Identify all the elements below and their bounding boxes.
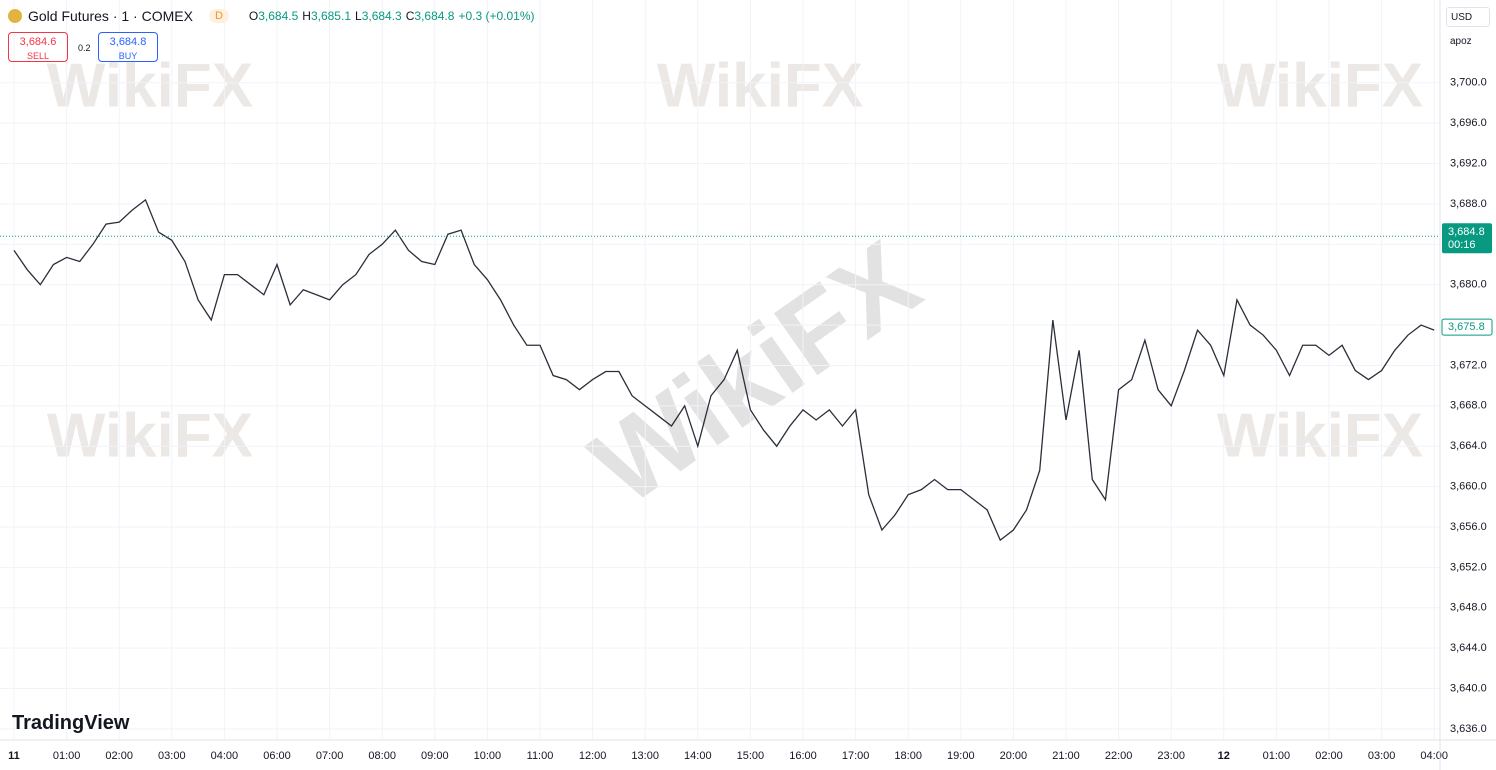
x-tick-label: 15:00 — [737, 750, 765, 762]
x-tick-label: 19:00 — [947, 750, 975, 762]
x-tick-label: 03:00 — [1368, 750, 1396, 762]
price-line — [13, 198, 1435, 542]
x-tick-label: 02:00 — [1315, 750, 1343, 762]
y-tick-label: 3,652.0 — [1450, 561, 1487, 573]
spread: 0.2 — [78, 43, 91, 53]
x-tick-label: 04:00 — [211, 750, 239, 762]
y-tick-label: 3,644.0 — [1450, 642, 1487, 654]
x-tick-label: 16:00 — [789, 750, 817, 762]
x-tick-label: 20:00 — [1000, 750, 1028, 762]
x-tick-label: 12 — [1218, 750, 1230, 762]
change: +0.3 (+0.01%) — [458, 9, 535, 23]
ohlc-value: 3,685.1 — [310, 9, 351, 23]
y-tick-label: 3,696.0 — [1450, 117, 1487, 129]
x-tick-label: 12:00 — [579, 750, 607, 762]
last-price-tag — [1442, 223, 1492, 254]
x-tick-label: 06:00 — [263, 750, 291, 762]
y-tick-label: 3,656.0 — [1450, 521, 1487, 533]
x-tick-label: 01:00 — [53, 750, 81, 762]
x-tick-label: 22:00 — [1105, 750, 1133, 762]
ohlc-value: 3,684.8 — [414, 9, 455, 23]
brand: TradingView — [12, 712, 130, 734]
y-tick-label: 3,688.0 — [1450, 198, 1487, 210]
badge: D — [208, 9, 229, 23]
sell-button[interactable]: 3,684.6 SELL — [8, 32, 68, 62]
buy-button[interactable]: 3,684.8 BUY — [98, 32, 158, 62]
y-tick-label: 3,692.0 — [1450, 157, 1487, 169]
countdown: 00:16 — [1448, 239, 1476, 251]
symbol[interactable]: Gold Futures · 1 · COMEX — [28, 8, 193, 24]
y-tick-label: 3,640.0 — [1450, 682, 1487, 694]
watermark: WikiFX — [657, 51, 863, 120]
ohlc-key: L — [355, 9, 362, 23]
ohlc-key: O — [248, 9, 259, 23]
ohlc: O3,684.5 H3,685.1 L3,684.3 C3,684.8 +0.3 (+0… — [249, 9, 539, 23]
y-tick-label: 3,664.0 — [1450, 440, 1487, 452]
x-tick-label: 01:00 — [1263, 750, 1291, 762]
currency-select[interactable]: USD — [1446, 7, 1490, 27]
ohlc-value: 3,684.5 — [258, 9, 299, 23]
y-tick-label: 3,680.0 — [1450, 279, 1487, 291]
price-axis — [1440, 0, 1496, 770]
ohlc-key: H — [302, 9, 311, 23]
y-tick-label: 3,668.0 — [1450, 400, 1487, 412]
y-tick-label: 3,660.0 — [1450, 481, 1487, 493]
x-tick-label: 11 — [8, 750, 20, 762]
x-tick-label: 04:00 — [1420, 750, 1448, 762]
sell-label: SELL — [26, 51, 50, 61]
y-tick-label: 3,672.0 — [1450, 359, 1487, 371]
x-tick-label: 13:00 — [631, 750, 659, 762]
sell-price: 3,684.6 — [19, 36, 57, 48]
x-tick-label: 18:00 — [894, 750, 922, 762]
close-label: 3,675.8 — [1448, 321, 1485, 333]
x-tick-label: 14:00 — [684, 750, 712, 762]
symbol-header: Gold Futures · 1 · COMEX D O3,684.5 H3,68… — [8, 8, 539, 24]
last-price-label: 3,684.8 — [1448, 226, 1485, 238]
x-tick-label: 23:00 — [1157, 750, 1185, 762]
watermark: WikiFX — [1217, 51, 1423, 120]
x-tick-label: 09:00 — [421, 750, 449, 762]
ohlc-key: C — [405, 9, 415, 23]
close-tag — [1441, 318, 1493, 336]
watermark: WikiFX — [47, 401, 253, 470]
y-tick-label: 3,648.0 — [1450, 602, 1487, 614]
symbol-icon — [8, 9, 22, 23]
x-tick-label: 10:00 — [474, 750, 502, 762]
watermark: WikiFX — [570, 218, 940, 529]
watermark: WikiFX — [47, 51, 253, 120]
ohlc-value: 3,684.3 — [361, 9, 402, 23]
x-tick-label: 08:00 — [368, 750, 396, 762]
x-tick-label: 03:00 — [158, 750, 186, 762]
x-tick-label: 02:00 — [105, 750, 133, 762]
x-tick-label: 21:00 — [1052, 750, 1080, 762]
x-tick-label: 07:00 — [316, 750, 344, 762]
y-tick-label: 3,700.0 — [1450, 77, 1487, 89]
x-tick-label: 17:00 — [842, 750, 870, 762]
buy-label: BUY — [118, 51, 138, 61]
unit-select[interactable]: apoz — [1450, 36, 1472, 47]
buy-price: 3,684.8 — [109, 36, 147, 48]
y-tick-label: 3,636.0 — [1450, 723, 1487, 735]
watermark: WikiFX — [1217, 401, 1423, 470]
x-tick-label: 11:00 — [527, 750, 554, 762]
